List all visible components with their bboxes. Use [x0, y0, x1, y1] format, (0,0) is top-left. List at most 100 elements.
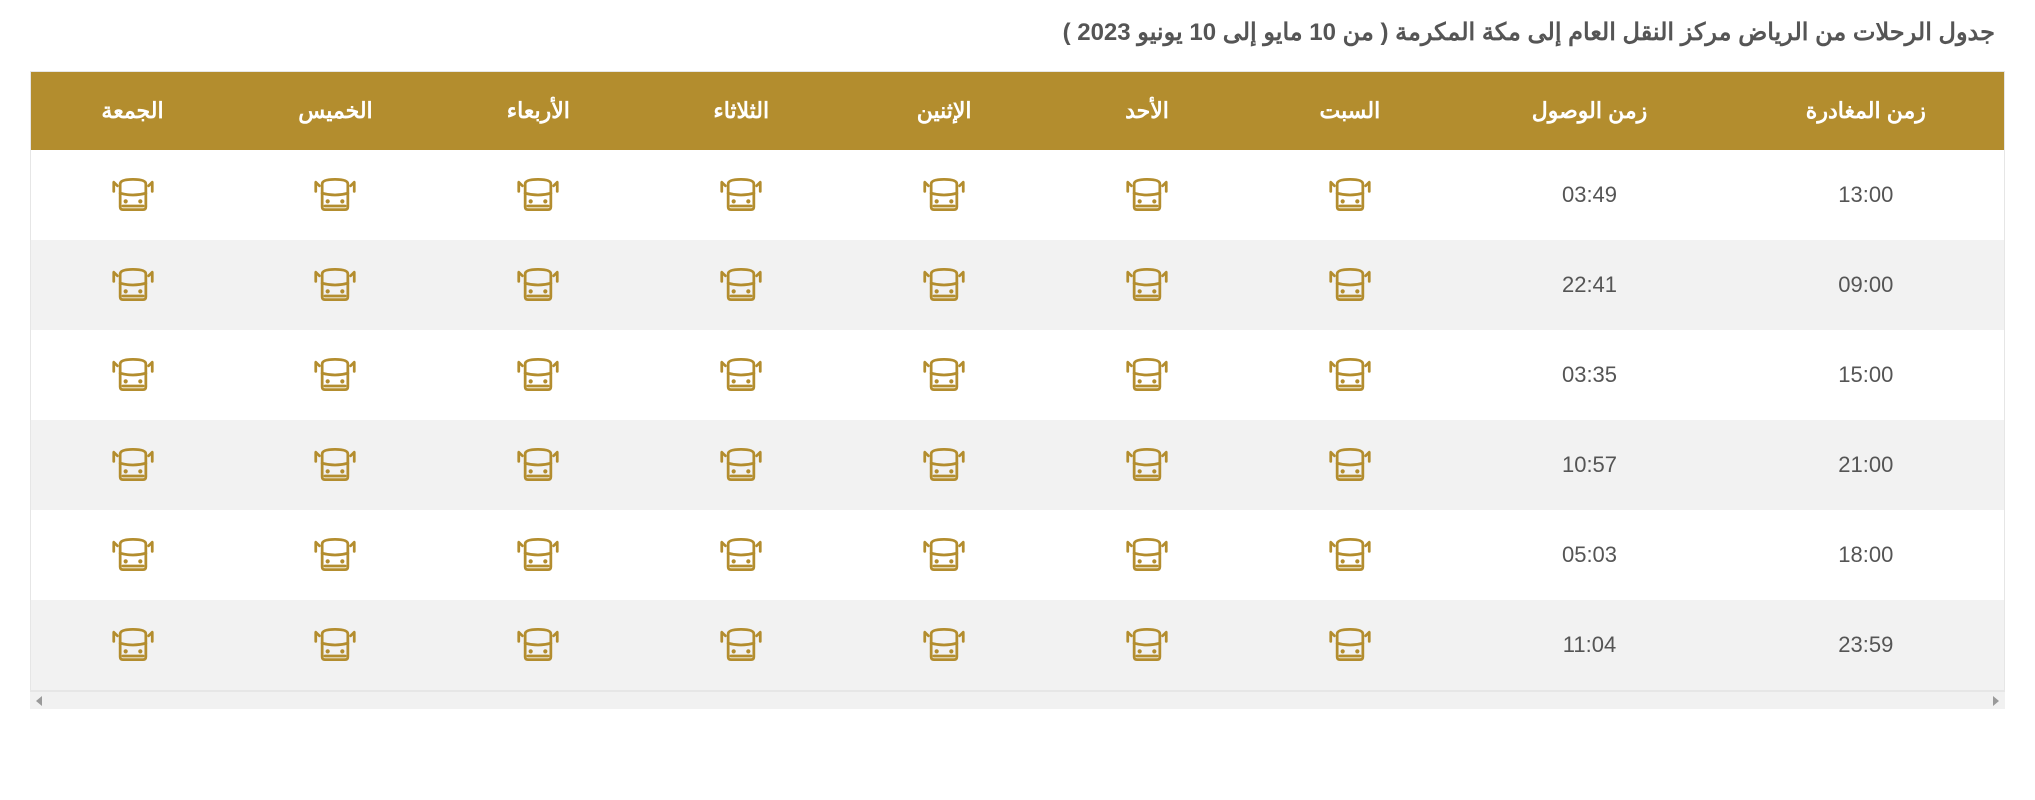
bus-icon	[719, 446, 763, 484]
bus-icon	[516, 626, 560, 664]
day-cell-thu	[234, 600, 437, 690]
day-cell-mon	[843, 600, 1046, 690]
bus-icon	[1125, 356, 1169, 394]
bus-icon	[111, 446, 155, 484]
column-header-tue: الثلاثاء	[640, 72, 843, 150]
day-cell-fri	[31, 420, 234, 510]
bus-icon	[719, 356, 763, 394]
departure-time-cell: 13:00	[1728, 150, 2004, 240]
day-cell-wed	[437, 510, 640, 600]
day-cell-fri	[31, 330, 234, 420]
table-body: 13:0003:49	[31, 150, 2004, 690]
departure-time-cell: 21:00	[1728, 420, 2004, 510]
bus-icon	[1328, 356, 1372, 394]
day-cell-sun	[1046, 240, 1249, 330]
day-cell-wed	[437, 420, 640, 510]
bus-icon	[922, 176, 966, 214]
table-row: 18:0005:03	[31, 510, 2004, 600]
day-cell-fri	[31, 510, 234, 600]
day-cell-tue	[640, 330, 843, 420]
day-cell-mon	[843, 150, 1046, 240]
table-row: 23:5911:04	[31, 600, 2004, 690]
schedule-title: جدول الرحلات من الرياض مركز النقل العام …	[30, 18, 2005, 47]
horizontal-scrollbar[interactable]	[30, 691, 2005, 709]
arrival-time-cell: 03:35	[1451, 330, 1727, 420]
day-cell-sun	[1046, 420, 1249, 510]
day-cell-mon	[843, 420, 1046, 510]
column-header-sat: السبت	[1248, 72, 1451, 150]
day-cell-thu	[234, 150, 437, 240]
table-row: 15:0003:35	[31, 330, 2004, 420]
arrival-time-cell: 05:03	[1451, 510, 1727, 600]
bus-icon	[111, 626, 155, 664]
bus-icon	[922, 446, 966, 484]
day-cell-mon	[843, 240, 1046, 330]
day-cell-wed	[437, 600, 640, 690]
bus-icon	[1125, 536, 1169, 574]
bus-icon	[516, 176, 560, 214]
bus-icon	[516, 266, 560, 304]
bus-icon	[1125, 626, 1169, 664]
bus-icon	[111, 266, 155, 304]
departure-time-cell: 15:00	[1728, 330, 2004, 420]
table-row: 09:0022:41	[31, 240, 2004, 330]
departure-time-cell: 23:59	[1728, 600, 2004, 690]
day-cell-tue	[640, 420, 843, 510]
bus-icon	[1328, 536, 1372, 574]
bus-icon	[1125, 176, 1169, 214]
arrival-time-cell: 11:04	[1451, 600, 1727, 690]
departure-time-cell: 18:00	[1728, 510, 2004, 600]
day-cell-sat	[1248, 510, 1451, 600]
arrival-time-cell: 22:41	[1451, 240, 1727, 330]
bus-icon	[1328, 176, 1372, 214]
day-cell-thu	[234, 420, 437, 510]
day-cell-fri	[31, 240, 234, 330]
column-header-sun: الأحد	[1046, 72, 1249, 150]
arrival-time-cell: 03:49	[1451, 150, 1727, 240]
bus-icon	[111, 536, 155, 574]
day-cell-sat	[1248, 600, 1451, 690]
day-cell-wed	[437, 240, 640, 330]
day-cell-fri	[31, 600, 234, 690]
day-cell-sun	[1046, 600, 1249, 690]
day-cell-thu	[234, 510, 437, 600]
bus-icon	[516, 536, 560, 574]
column-header-departure: زمن المغادرة	[1728, 72, 2004, 150]
day-cell-sat	[1248, 420, 1451, 510]
bus-icon	[922, 356, 966, 394]
column-header-mon: الإثنين	[843, 72, 1046, 150]
column-header-wed: الأربعاء	[437, 72, 640, 150]
day-cell-thu	[234, 330, 437, 420]
bus-icon	[922, 266, 966, 304]
day-cell-sun	[1046, 510, 1249, 600]
column-header-arrival: زمن الوصول	[1451, 72, 1727, 150]
bus-icon	[111, 176, 155, 214]
departure-time-cell: 09:00	[1728, 240, 2004, 330]
day-cell-fri	[31, 150, 234, 240]
day-cell-sat	[1248, 240, 1451, 330]
bus-icon	[516, 446, 560, 484]
day-cell-mon	[843, 330, 1046, 420]
bus-icon	[313, 536, 357, 574]
bus-icon	[313, 626, 357, 664]
table-row: 13:0003:49	[31, 150, 2004, 240]
bus-icon	[313, 446, 357, 484]
bus-icon	[719, 536, 763, 574]
bus-icon	[1125, 446, 1169, 484]
bus-icon	[1328, 626, 1372, 664]
day-cell-tue	[640, 510, 843, 600]
day-cell-sat	[1248, 150, 1451, 240]
bus-icon	[719, 626, 763, 664]
day-cell-sun	[1046, 330, 1249, 420]
column-header-thu: الخميس	[234, 72, 437, 150]
bus-icon	[1328, 266, 1372, 304]
schedule-table: زمن المغادرةزمن الوصولالسبتالأحدالإثنينا…	[31, 72, 2004, 690]
day-cell-wed	[437, 330, 640, 420]
bus-icon	[313, 176, 357, 214]
table-row: 21:0010:57	[31, 420, 2004, 510]
bus-icon	[313, 266, 357, 304]
day-cell-tue	[640, 240, 843, 330]
bus-icon	[719, 266, 763, 304]
day-cell-sun	[1046, 150, 1249, 240]
day-cell-mon	[843, 510, 1046, 600]
